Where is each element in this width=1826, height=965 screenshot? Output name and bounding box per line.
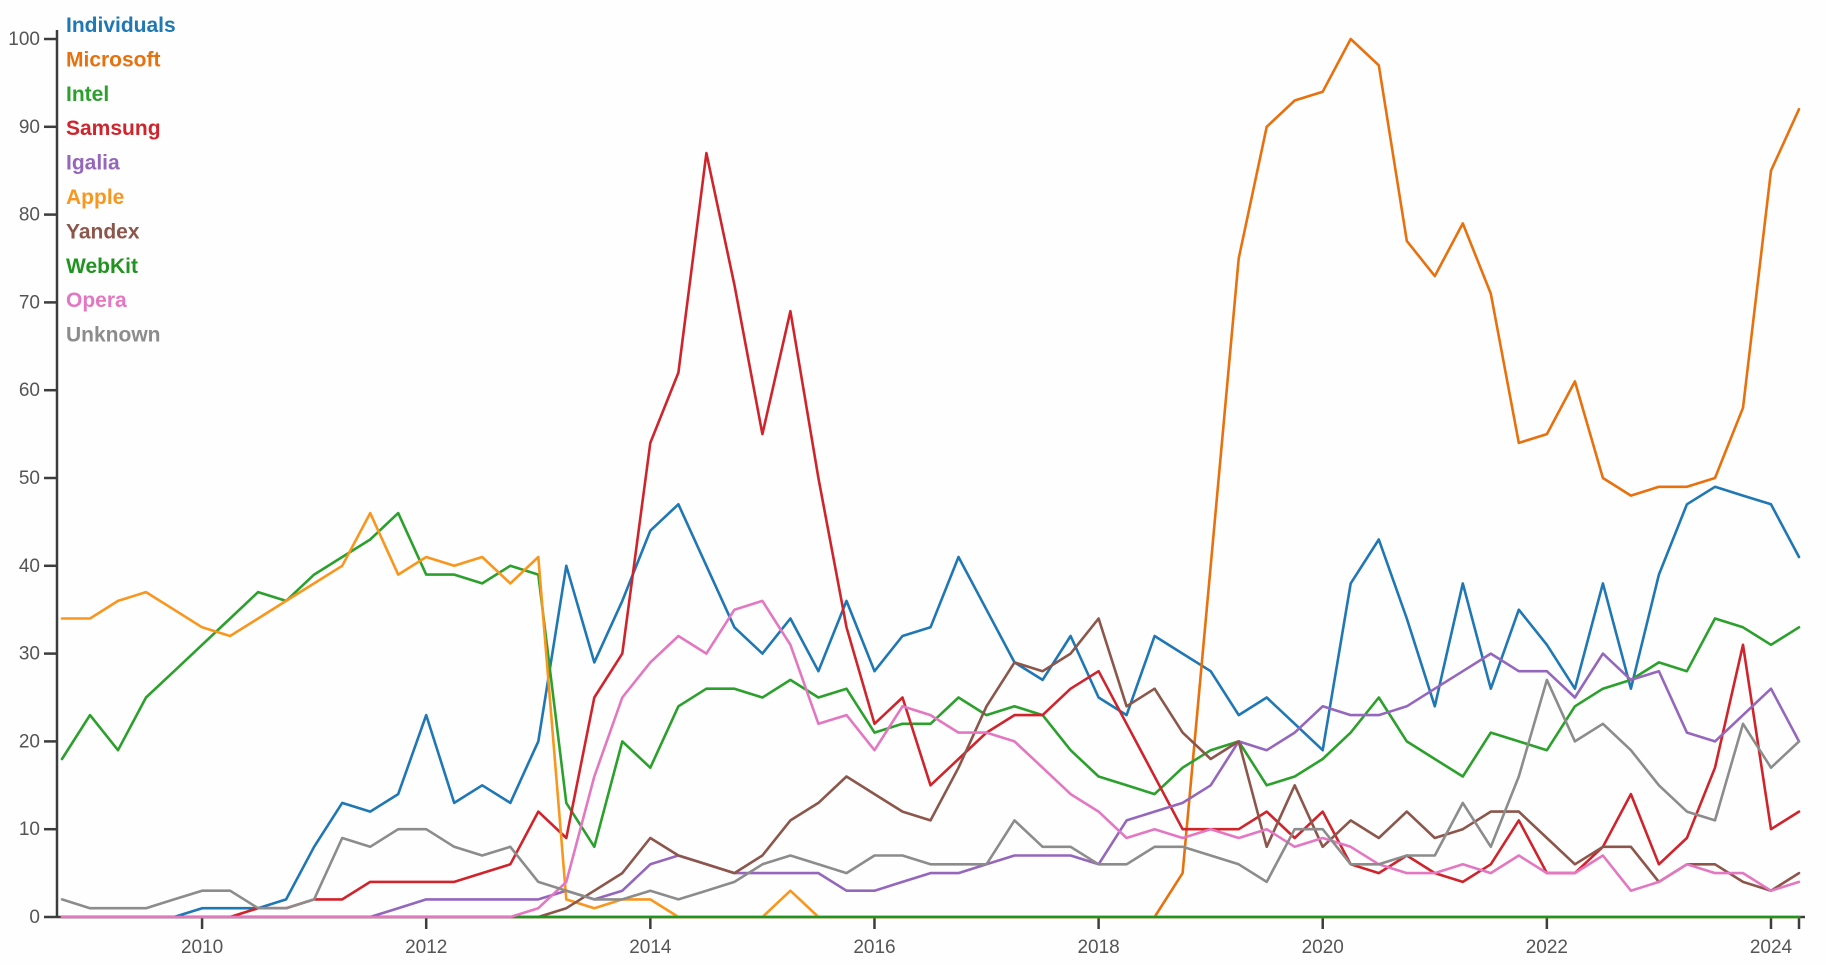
legend: Individuals Microsoft Intel Samsung Igalia Ap… [66,14,176,347]
series-line-intel [60,511,1801,849]
y-tick-label-80: 80 [19,205,40,226]
series-line-unknown [60,678,1801,910]
series-line-opera [60,599,1801,919]
y-tick-label-0: 0 [29,907,40,928]
y-tick-label-20: 20 [19,731,40,752]
series-lines [60,37,1801,919]
x-tick-label-2024: 2024 [1750,937,1793,958]
x-tick-label-2010: 2010 [181,937,223,958]
legend-item-microsoft: Microsoft [66,48,161,71]
legend-item-webkit: WebKit [66,255,138,278]
series-line-samsung [60,151,1801,919]
y-tick-label-50: 50 [19,468,40,489]
legend-item-intel: Intel [66,83,109,106]
x-tick-label-2020: 2020 [1302,937,1344,958]
y-tick-label-90: 90 [19,117,40,138]
y-tick-label-30: 30 [19,644,40,665]
y-tick-label-10: 10 [19,819,40,840]
x-tick-label-2018: 2018 [1077,937,1119,958]
series-line-individuals [60,485,1801,919]
legend-item-individuals: Individuals [66,14,176,37]
x-tick-label-2014: 2014 [629,937,672,958]
legend-item-apple: Apple [66,186,124,209]
y-tick-label-60: 60 [19,380,40,401]
x-tick-label-2022: 2022 [1526,937,1568,958]
x-tick-label-2012: 2012 [405,937,447,958]
legend-item-unknown: Unknown [66,324,161,347]
x-tick-label-2016: 2016 [853,937,895,958]
y-tick-label-100: 100 [8,29,40,50]
axes: 0 10 20 30 40 50 60 70 80 90 100 2010 2012 2014 2016 20… [8,29,1805,958]
legend-item-samsung: Samsung [66,117,161,140]
legend-item-opera: Opera [66,289,127,312]
y-tick-label-40: 40 [19,556,40,577]
y-tick-label-70: 70 [19,292,40,313]
legend-item-igalia: Igalia [66,152,120,175]
legend-item-yandex: Yandex [66,220,140,243]
